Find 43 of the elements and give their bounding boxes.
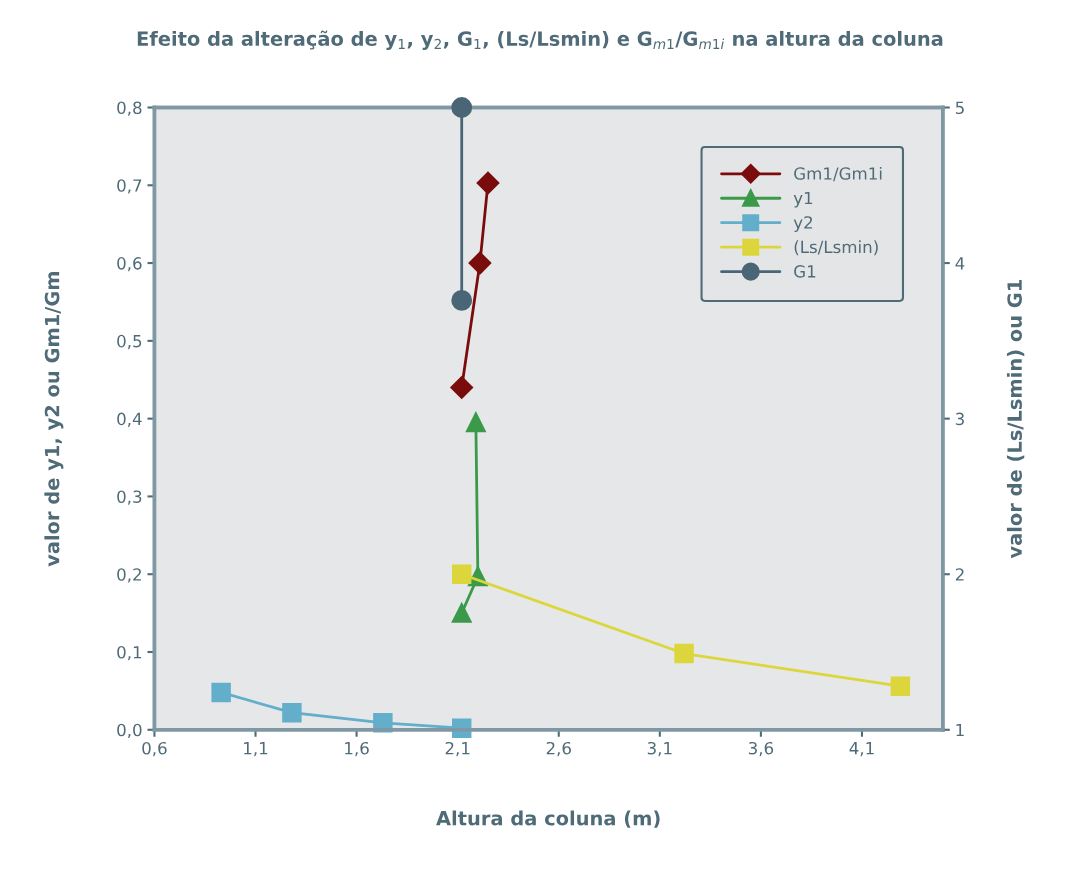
x-tick-label: 0,6 [142, 741, 167, 757]
y-tick-label: 0,3 [117, 490, 142, 505]
y2-axis-title: valor de (Ls/Lsmin) ou G1 [1006, 280, 1025, 559]
point [674, 643, 694, 664]
x-axis-title: Altura da coluna (m) [436, 810, 660, 828]
y2-tick-label: 5 [955, 101, 964, 115]
legend-label: Gm1/Gm1i [794, 166, 882, 182]
point [211, 682, 231, 703]
x-tick-label: 2,6 [546, 741, 571, 757]
point [451, 97, 473, 118]
y2-tick-label: 2 [955, 568, 964, 581]
legend-label: G1 [794, 265, 816, 278]
y-axis-title: valor de y1, y2 ou Gm1/Gm [44, 271, 64, 567]
legend-label: (Ls/Lsmin) [794, 240, 878, 256]
x-tick-label: 1,1 [244, 742, 268, 757]
point [890, 676, 911, 696]
point [282, 702, 302, 723]
point [468, 251, 492, 275]
point [451, 289, 473, 311]
y2-tick-label: 3 [955, 412, 964, 426]
point [451, 603, 472, 623]
y-tick-label: 0,5 [117, 334, 142, 350]
x-tick-label: 4,1 [849, 742, 874, 757]
x-tick-label: 3,6 [748, 741, 774, 757]
point [450, 376, 473, 399]
y-tick-label: 0,6 [117, 257, 142, 272]
x-tick-label: 2,1 [445, 741, 470, 757]
point [476, 171, 500, 195]
y-tick-label: 0,1 [117, 645, 142, 661]
y-tick-label: 0,8 [117, 101, 142, 116]
x-tick-label: 1,6 [345, 741, 369, 757]
legend-label: y1 [793, 191, 813, 208]
x-tick-label: 3,1 [647, 741, 672, 757]
chart-title: Efeito da alteração de y$_{1}$, y$_{2}$, G$_{1}$, (Ls/Lsmin) e G$_{m1}$/G$_{m1i}$ na altura da coluna [137, 30, 943, 50]
y-tick-label: 0,2 [117, 568, 141, 583]
y-tick-label: 0,4 [117, 412, 142, 427]
point [451, 564, 472, 584]
point [466, 412, 486, 433]
y-tick-label: 0,0 [117, 723, 142, 739]
y2-tick-label: 1 [956, 723, 964, 737]
y2-tick-label: 4 [955, 257, 965, 270]
y-tick-label: 0,7 [117, 179, 142, 194]
legend-label: y2 [793, 216, 813, 233]
